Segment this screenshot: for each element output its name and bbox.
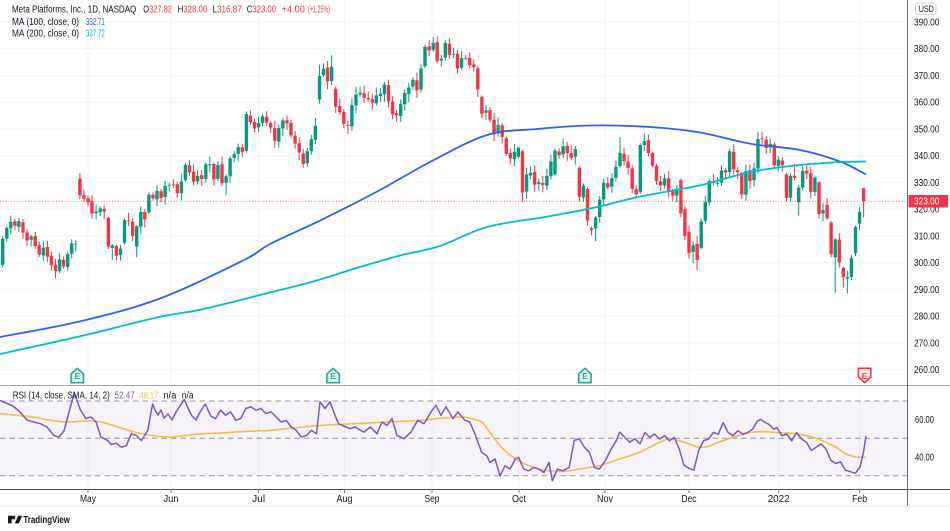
svg-text:Jul: Jul	[252, 494, 265, 505]
svg-text:n/a: n/a	[163, 391, 176, 402]
svg-text:360.00: 360.00	[914, 98, 940, 109]
svg-text:380.00: 380.00	[914, 44, 940, 55]
svg-text:Nov: Nov	[597, 494, 613, 505]
svg-text:330.00: 330.00	[914, 178, 940, 189]
svg-text:310.00: 310.00	[914, 231, 940, 242]
svg-text:E: E	[330, 371, 336, 381]
svg-text:H328.00: H328.00	[178, 4, 208, 15]
svg-text:323.00: 323.00	[914, 197, 940, 208]
svg-text:Oct: Oct	[512, 494, 526, 505]
svg-text:C323.00: C323.00	[247, 4, 277, 15]
svg-text:52.47: 52.47	[115, 391, 136, 402]
svg-text:280.00: 280.00	[914, 312, 940, 323]
svg-text:290.00: 290.00	[914, 285, 940, 296]
svg-text:Aug: Aug	[337, 494, 353, 505]
svg-text:300.00: 300.00	[914, 258, 940, 269]
svg-text:E: E	[862, 371, 868, 381]
svg-text:L316.87: L316.87	[213, 4, 243, 15]
svg-text:(+1.25%): (+1.25%)	[308, 4, 330, 15]
svg-text:E: E	[74, 371, 80, 381]
svg-text:60.00: 60.00	[915, 415, 934, 426]
svg-text:340.00: 340.00	[914, 151, 940, 162]
svg-text:E: E	[582, 371, 588, 381]
svg-text:O327.82: O327.82	[143, 4, 172, 15]
svg-text:350.00: 350.00	[914, 125, 940, 136]
svg-text:2022: 2022	[768, 494, 790, 505]
svg-text:Meta Platforms, Inc., 1D, NASD: Meta Platforms, Inc., 1D, NASDAQ	[12, 4, 136, 15]
svg-text:MA (200, close, 0): MA (200, close, 0)	[12, 29, 79, 40]
svg-text:Dec: Dec	[682, 494, 697, 505]
svg-text:Jun: Jun	[164, 494, 179, 505]
svg-text:320.00: 320.00	[914, 205, 940, 216]
svg-text:40.00: 40.00	[915, 453, 934, 464]
svg-text:May: May	[80, 494, 96, 505]
svg-text:48.17: 48.17	[140, 391, 159, 402]
svg-text:n/a: n/a	[182, 391, 194, 402]
svg-text:260.00: 260.00	[914, 365, 940, 376]
svg-text:Sep: Sep	[425, 494, 440, 505]
svg-text:270.00: 270.00	[914, 338, 940, 349]
svg-text:370.00: 370.00	[914, 71, 940, 82]
svg-text:337.72: 337.72	[86, 29, 105, 40]
svg-text:TradingView: TradingView	[23, 514, 70, 526]
svg-text:USD: USD	[919, 4, 935, 14]
svg-text:390.00: 390.00	[914, 18, 940, 29]
svg-text:332.71: 332.71	[86, 17, 105, 28]
svg-text:RSI (14, close, SMA, 14, 2): RSI (14, close, SMA, 14, 2)	[13, 391, 110, 402]
svg-text:+4.00: +4.00	[282, 4, 306, 15]
svg-text:Feb: Feb	[852, 494, 867, 505]
svg-text:MA (100, close, 0): MA (100, close, 0)	[12, 17, 79, 28]
